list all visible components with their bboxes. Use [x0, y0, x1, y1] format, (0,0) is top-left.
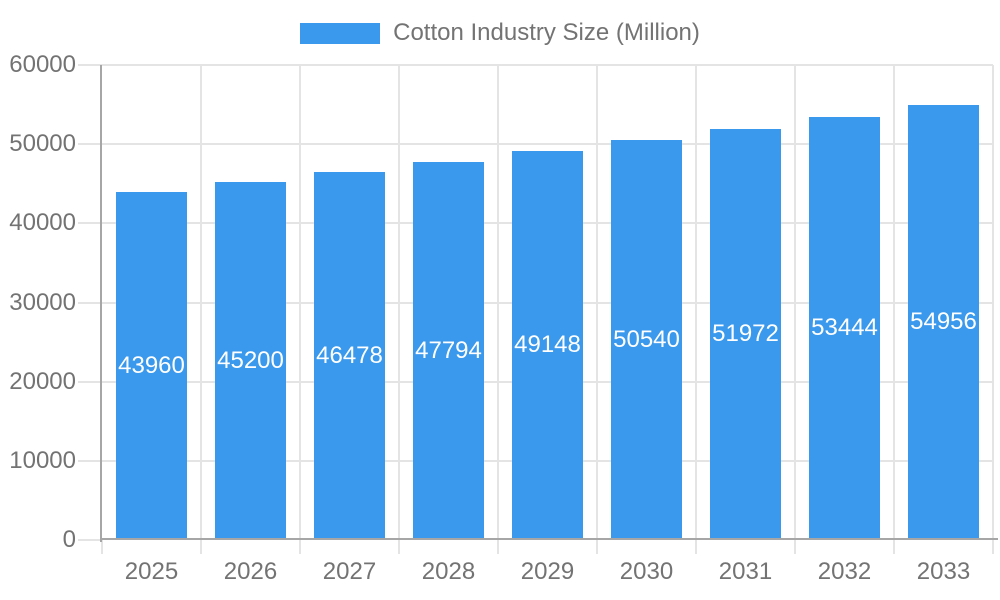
x-tick	[794, 540, 796, 554]
bar[interactable]	[413, 161, 484, 540]
legend-swatch-icon	[300, 22, 381, 44]
gridline-vertical	[794, 65, 796, 540]
plot-area: 0 10000 20000 30000 40000 50000 60000 43960 2025…	[9, 53, 998, 584]
legend-label: Cotton Industry Size (Million)	[393, 19, 700, 46]
gridline-vertical	[695, 65, 697, 540]
x-tick	[497, 540, 499, 554]
x-tick	[101, 540, 103, 554]
y-axis-label: 10000	[9, 446, 76, 474]
y-axis-label: 60000	[9, 51, 76, 78]
gridline-vertical	[893, 65, 895, 540]
gridline-vertical	[992, 65, 994, 540]
gridline-vertical	[200, 65, 202, 540]
x-tick	[200, 540, 202, 554]
gridline-horizontal	[78, 143, 993, 146]
y-axis-line	[100, 65, 102, 542]
y-axis-label: 50000	[9, 130, 76, 158]
y-axis-label: 20000	[9, 367, 76, 395]
gridline-horizontal	[78, 64, 993, 66]
y-axis-label: 0	[62, 526, 76, 553]
bar[interactable]	[908, 104, 979, 540]
bar[interactable]	[215, 182, 286, 540]
bar[interactable]	[809, 116, 880, 540]
x-axis-label: 2025	[124, 558, 179, 585]
gridline-vertical	[497, 65, 499, 540]
x-axis-label: 2033	[916, 558, 971, 585]
x-axis-label: 2026	[223, 558, 278, 585]
x-tick	[695, 540, 697, 554]
x-axis-label: 2028	[421, 558, 476, 585]
x-tick	[893, 540, 895, 554]
bar[interactable]	[710, 128, 781, 540]
bar[interactable]	[314, 172, 385, 540]
x-tick	[398, 540, 400, 554]
bar[interactable]	[611, 139, 682, 540]
bar[interactable]	[116, 191, 187, 540]
x-axis-label: 2031	[718, 558, 773, 585]
legend[interactable]: Cotton Industry Size (Million)	[0, 19, 1000, 46]
bar[interactable]	[512, 150, 583, 540]
gridline-vertical	[596, 65, 598, 540]
x-axis-line	[100, 538, 998, 540]
x-axis-label: 2029	[520, 558, 575, 585]
y-axis-label: 30000	[9, 288, 76, 316]
gridline-vertical	[299, 65, 301, 540]
x-tick	[299, 540, 301, 554]
x-axis-label: 2030	[619, 558, 674, 585]
y-tick	[78, 539, 102, 541]
x-axis-label: 2032	[817, 558, 872, 585]
gridline-vertical	[398, 65, 400, 540]
y-axis-label: 40000	[9, 209, 76, 237]
x-tick	[596, 540, 598, 554]
x-tick	[992, 540, 994, 554]
x-axis-label: 2027	[322, 558, 377, 585]
